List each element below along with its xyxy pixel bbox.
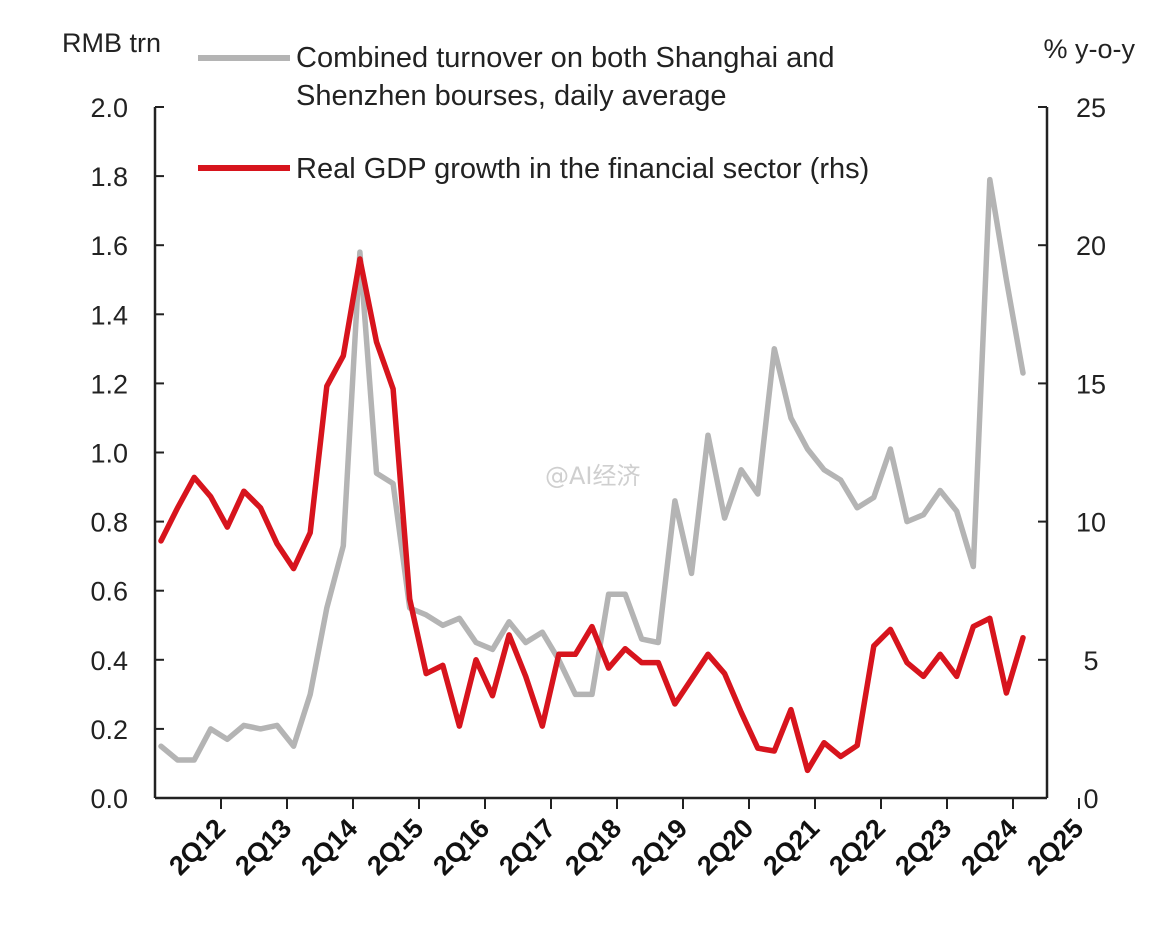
series-layer bbox=[158, 176, 1026, 774]
watermark-text: @AI经济 bbox=[545, 462, 641, 490]
legend-label-turnover-line1: Combined turnover on both Shanghai and bbox=[296, 42, 835, 74]
left-axis-tick-label: 1.0 bbox=[90, 439, 128, 469]
left-axis: 0.0 0.2 0.4 0.6 0.8 1.0 1.2 1.4 1.6 1.8 2.0 bbox=[90, 93, 164, 814]
left-axis-tick-label: 1.6 bbox=[90, 231, 128, 261]
x-axis-tick-label: 2Q14 bbox=[295, 813, 363, 881]
left-axis-tick-label: 0.4 bbox=[90, 646, 128, 676]
x-axis-tick-label: 2Q18 bbox=[559, 813, 627, 881]
right-axis-tick-label: 20 bbox=[1076, 231, 1106, 261]
series-line-turnover bbox=[158, 176, 1026, 763]
right-axis-tick-label: 0 bbox=[1083, 784, 1098, 814]
x-axis-tick-label: 2Q24 bbox=[955, 813, 1023, 881]
right-axis-unit-label: % y-o-y bbox=[1043, 34, 1135, 64]
x-axis-tick-label: 2Q22 bbox=[823, 813, 891, 881]
legend-label-gdp: Real GDP growth in the financial sector … bbox=[296, 153, 869, 185]
x-axis-tick-label: 2Q17 bbox=[493, 813, 561, 881]
right-axis-tick-label: 10 bbox=[1076, 508, 1106, 538]
left-axis-tick-label: 0.8 bbox=[90, 508, 128, 538]
right-axis: 0 5 10 15 20 25 bbox=[1038, 93, 1106, 814]
x-axis-tick-label: 2Q21 bbox=[757, 813, 825, 881]
x-axis-tick-label: 2Q15 bbox=[361, 813, 429, 881]
left-axis-tick-label: 0.0 bbox=[90, 784, 128, 814]
left-axis-unit-label: RMB trn bbox=[62, 28, 161, 58]
left-axis-tick-label: 1.4 bbox=[90, 300, 128, 330]
x-axis-tick-label: 2Q25 bbox=[1021, 813, 1089, 881]
x-axis-tick-label: 2Q20 bbox=[691, 813, 759, 881]
left-axis-tick-label: 0.6 bbox=[90, 577, 128, 607]
legend-label-turnover-line2: Shenzhen bourses, daily average bbox=[296, 80, 726, 112]
x-axis-tick-label: 2Q13 bbox=[229, 813, 297, 881]
x-axis-tick-label: 2Q16 bbox=[427, 813, 495, 881]
left-axis-tick-label: 1.2 bbox=[90, 369, 128, 399]
right-axis-tick-label: 5 bbox=[1083, 646, 1098, 676]
left-axis-tick-label: 1.8 bbox=[90, 162, 128, 192]
x-axis-tick-label: 2Q19 bbox=[625, 813, 693, 881]
series-line-gdp-growth bbox=[158, 256, 1026, 774]
x-axis-tick-label: 2Q12 bbox=[163, 813, 231, 881]
x-axis-tick-label: 2Q23 bbox=[889, 813, 957, 881]
legend: Combined turnover on both Shanghai and S… bbox=[198, 42, 869, 185]
left-axis-tick-label: 0.2 bbox=[90, 715, 128, 745]
right-axis-tick-label: 25 bbox=[1076, 93, 1106, 123]
left-axis-tick-label: 2.0 bbox=[90, 93, 128, 123]
x-axis: 2Q122Q132Q142Q152Q162Q172Q182Q192Q202Q21… bbox=[155, 796, 1089, 881]
right-axis-tick-label: 15 bbox=[1076, 369, 1106, 399]
